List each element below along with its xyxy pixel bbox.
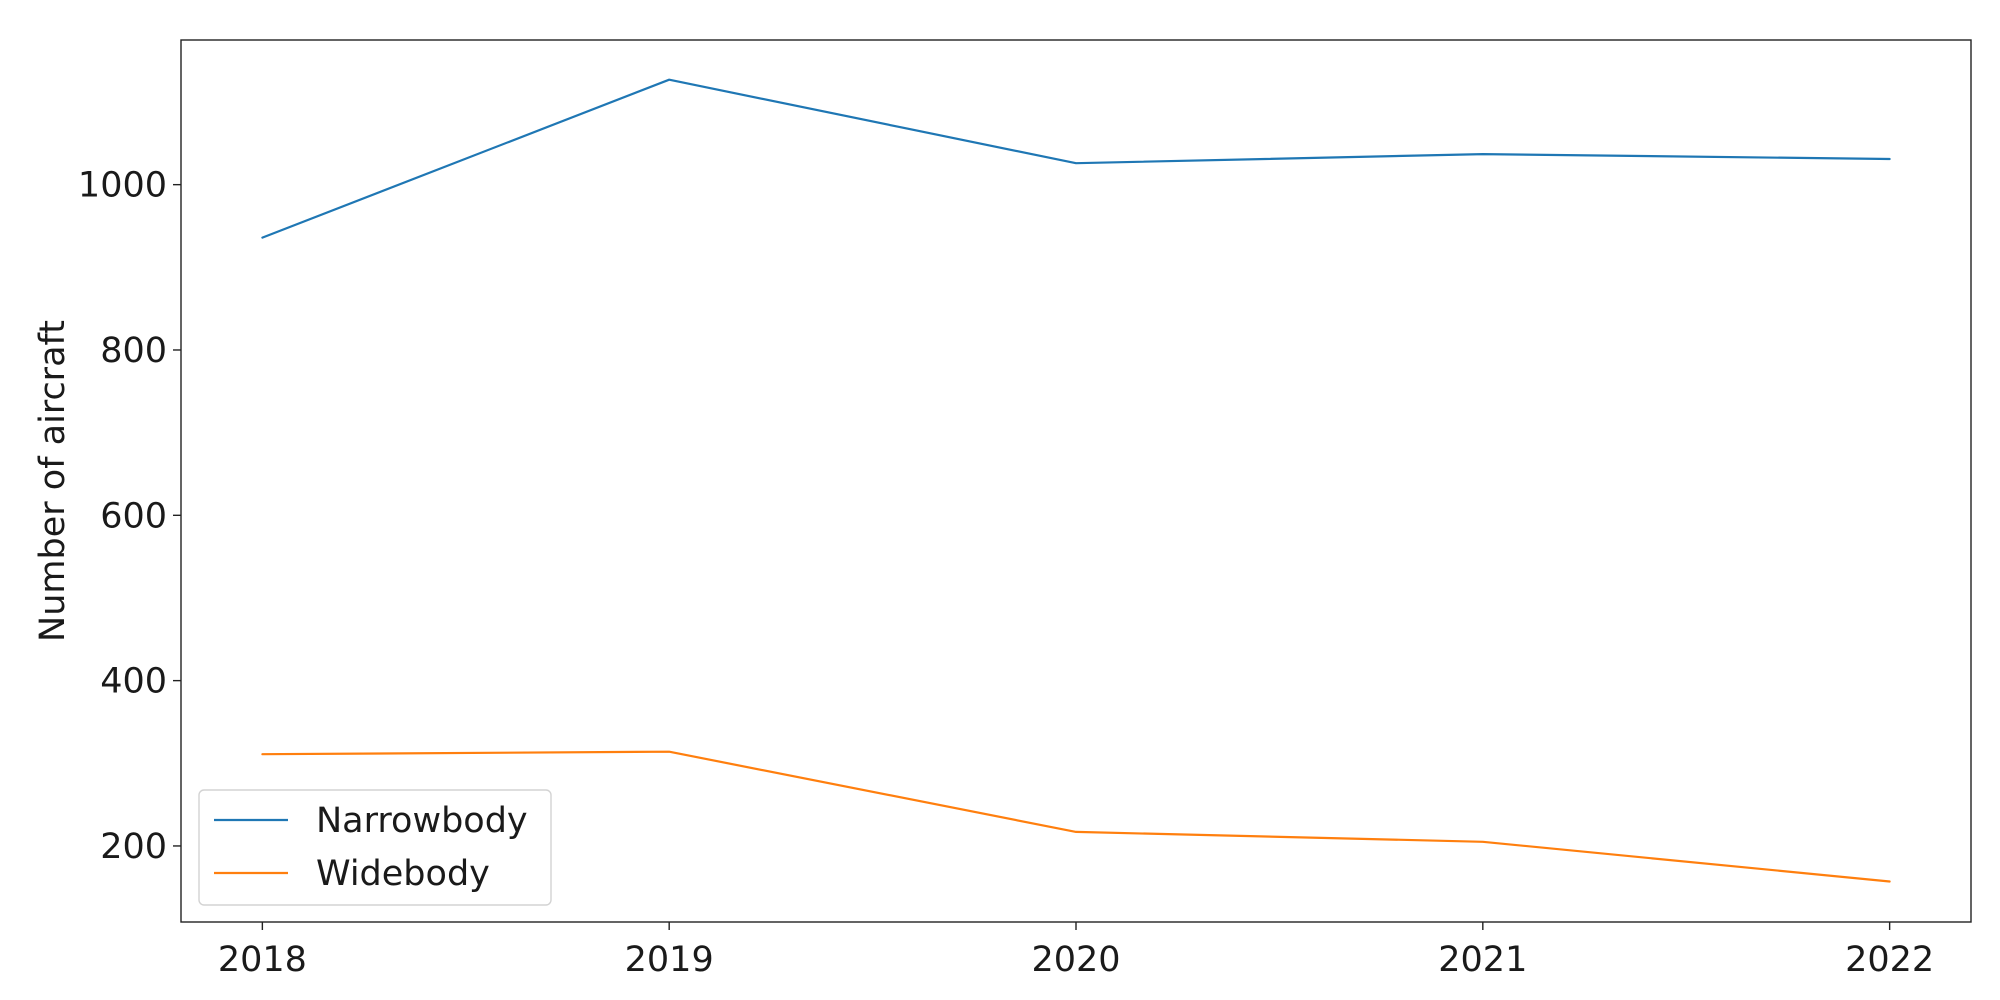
series-line-widebody	[261, 750, 1891, 883]
x-tick-label: 2018	[218, 940, 307, 980]
y-axis-label: Number of aircraft	[33, 320, 73, 642]
y-tick-label: 200	[100, 827, 167, 867]
y-tick-label: 600	[100, 496, 167, 536]
x-tick-label: 2022	[1845, 940, 1934, 980]
x-tick-label: 2020	[1031, 940, 1120, 980]
y-axis: 200 400 600 800 1000	[78, 166, 181, 867]
legend-box	[198, 789, 552, 906]
series-lines	[261, 78, 1891, 883]
x-tick-label: 2021	[1438, 940, 1527, 980]
series-line-narrowbody	[261, 78, 1891, 239]
y-tick-label: 1000	[78, 166, 167, 206]
y-tick-label: 400	[100, 662, 167, 702]
legend-label-widebody: Widebody	[316, 854, 490, 894]
legend: Narrowbody Widebody	[198, 789, 552, 906]
x-axis: 2018 2019 2020 2021 2022	[218, 922, 1934, 980]
x-tick-label: 2019	[625, 940, 714, 980]
legend-label-narrowbody: Narrowbody	[316, 801, 528, 841]
y-tick-label: 800	[100, 331, 167, 371]
